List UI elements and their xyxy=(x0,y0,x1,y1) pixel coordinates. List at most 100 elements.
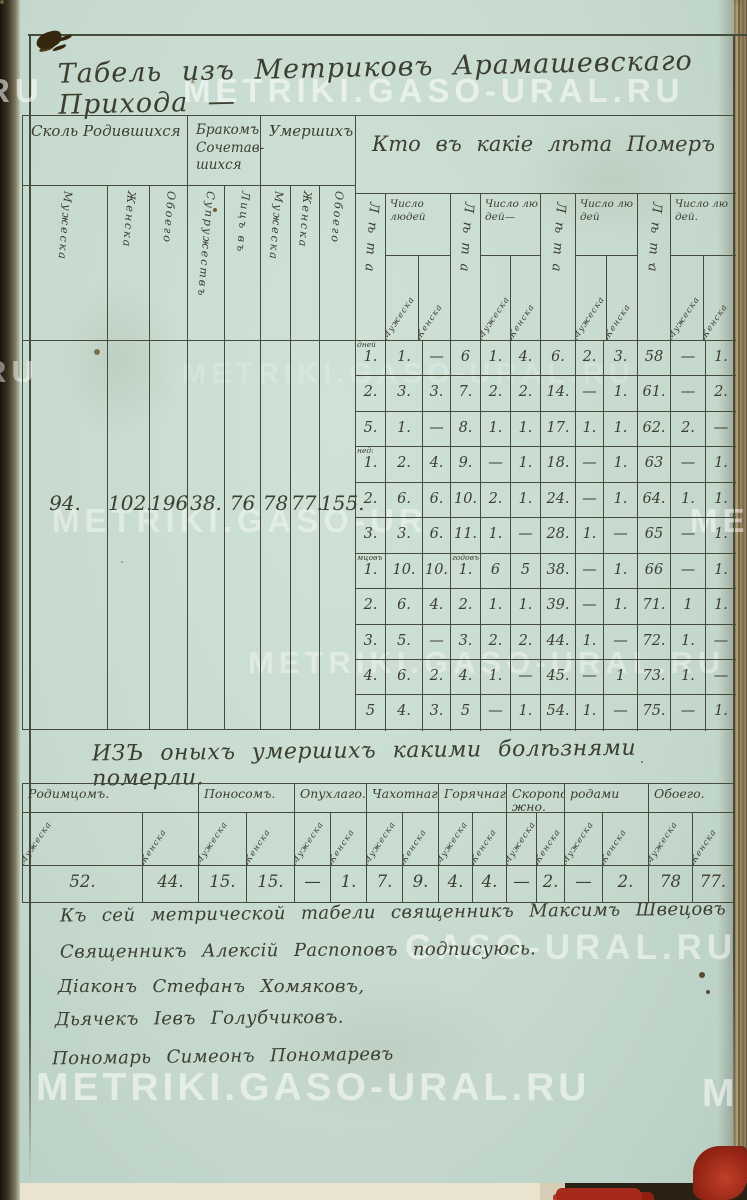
female-label-cell: Женска xyxy=(693,827,719,865)
signature-line: Священникъ Алексій Распоповъ подписуюсь. xyxy=(59,938,537,963)
age-cell: 73. xyxy=(638,659,671,695)
disease-header: Горячнаго. xyxy=(439,784,507,812)
female-count-cell: — xyxy=(511,518,541,553)
age-cell: 4. xyxy=(356,659,386,695)
female-count-cell: 1. xyxy=(714,703,728,720)
total-value: 94. xyxy=(23,341,108,729)
age-cell: 44. xyxy=(541,624,576,659)
male-count-cell: — xyxy=(576,659,604,695)
female-count-cell: 1. xyxy=(511,695,541,731)
female-count-cell: 1. xyxy=(604,589,638,624)
male-count-cell: 1. xyxy=(671,482,706,518)
disease-value: — xyxy=(507,866,537,902)
age-cell: 11. xyxy=(451,518,481,553)
age-cell: 64. xyxy=(638,482,671,518)
age-cell: 5. xyxy=(356,411,386,447)
disease-value: — xyxy=(295,866,331,902)
female-count-cell: — xyxy=(713,667,729,684)
female-count-cell: 4. xyxy=(511,341,541,376)
age-cell: 5 xyxy=(451,695,481,731)
male-count-cell: — xyxy=(671,341,706,376)
disease-values: 52. 44. 15. 15. — 1. 7. 9. 4. 4. — 2. — … xyxy=(23,866,734,902)
male-count-cell: — xyxy=(671,553,706,589)
total-value: 76 xyxy=(225,341,261,729)
disease-value: 78 xyxy=(649,866,693,902)
female-count-cell: 2. xyxy=(714,384,728,401)
male-count-cell: 1 xyxy=(671,589,706,624)
people-count-group: Число лю дей— Мужеска Женска xyxy=(481,194,541,340)
male-count-cell: 2. xyxy=(576,341,604,376)
female-count-cell: 1. xyxy=(714,597,728,614)
age-cell: 2. xyxy=(356,589,386,624)
female-count-cell: 1. xyxy=(511,447,541,482)
statistics-table: Сколь Родившихся Бракомъ Сочетав- шихся … xyxy=(22,115,736,731)
disease-value: 15. xyxy=(247,866,295,902)
total-value: 38. xyxy=(188,341,225,729)
age-cell: 6. xyxy=(541,341,576,376)
male-count-cell: 1. xyxy=(481,518,511,553)
female-count-cell: 3. xyxy=(604,341,638,376)
age-cell: 7. xyxy=(451,376,481,411)
age-table-row: 2. 6. 4. 2. 1. 1. 39. — 1. 71. 1 1. xyxy=(356,589,736,625)
female-count-cell: 4. xyxy=(423,447,451,482)
frame-line-top xyxy=(28,34,747,36)
female-count-cell: — xyxy=(604,695,638,731)
male-label-cell: Мужеска xyxy=(295,813,331,865)
male-count-cell: 6. xyxy=(386,482,423,518)
male-count-cell: 1. xyxy=(481,659,511,695)
people-count-group: Число людей Мужеска Женска xyxy=(386,194,451,340)
male-count-cell: — xyxy=(671,376,706,411)
disease-value: 9. xyxy=(403,866,439,902)
male-count-cell: — xyxy=(481,447,511,482)
male-count-cell: 2. xyxy=(386,447,423,482)
female-count-cell: 3. xyxy=(423,376,451,411)
disease-header: Опухлаго. xyxy=(295,784,367,812)
age-cell: 71. xyxy=(638,589,671,624)
female-count-cell: 5 xyxy=(511,553,541,589)
male-count-cell: — xyxy=(576,553,604,589)
female-count-cell: 2. xyxy=(511,624,541,659)
disease-header: Поносомъ. xyxy=(199,784,295,812)
signature-line: Діаконъ Стефанъ Хомяковъ, xyxy=(58,976,365,997)
male-count-cell: 1. xyxy=(671,624,706,659)
disease-value: 15. xyxy=(199,866,247,902)
disease-value: 7. xyxy=(367,866,403,902)
age-cell: 3. xyxy=(356,518,386,553)
male-count-cell: — xyxy=(576,589,604,624)
age-cell: нед: 1. xyxy=(356,446,386,482)
male-count-cell: — xyxy=(576,376,604,411)
totals-column-labels: Мужеска Женска Обоего Супружествъ Лицъ в… xyxy=(23,186,355,341)
age-label-cell: Лѣта xyxy=(451,194,481,340)
age-cell: 63 xyxy=(638,447,671,482)
total-value: 196 xyxy=(150,341,188,729)
births-header: Сколь Родившихся xyxy=(23,116,188,185)
age-cell: 45. xyxy=(541,659,576,695)
total-value: 155. xyxy=(320,491,365,515)
total-value: 78 xyxy=(261,341,291,729)
male-count-cell: 3. xyxy=(386,376,423,411)
age-label-cell: Лѣта xyxy=(638,194,671,340)
female-count-cell: — xyxy=(713,632,729,649)
deaths-by-age-section: Кто въ какіе лѣта Померъ Лѣта Число люде… xyxy=(356,116,736,731)
age-cell: 8. xyxy=(451,411,481,447)
age-table-row: 4. 6. 2. 4. 1. — 45. — 1 73. 1. — xyxy=(356,659,736,696)
age-cell: 4. xyxy=(451,659,481,695)
disease-headers: Родимцомъ. Поносомъ. Опухлаго. Чахотнаго… xyxy=(23,784,734,813)
disease-value: 1. xyxy=(331,866,367,902)
disease-header: Скоропости жно. xyxy=(507,784,565,812)
age-table-row: 2. 3. 3. 7. 2. 2. 14. — 1. 61. — 2. xyxy=(356,376,736,412)
age-cell: 61. xyxy=(638,376,671,411)
age-cell: 24. xyxy=(541,482,576,518)
female-count-cell: 1. xyxy=(604,411,638,447)
age-cell: 3. xyxy=(356,624,386,659)
male-count-cell: 1. xyxy=(386,341,423,376)
age-cell: 10. xyxy=(451,482,481,518)
marriages-header: Бракомъ Сочетав- шихся xyxy=(188,116,264,185)
female-count-cell: — xyxy=(423,411,451,447)
age-cell: 58 xyxy=(638,341,671,376)
male-label-cell: Мужеска xyxy=(507,813,537,865)
age-cell: дней 1. xyxy=(356,340,386,376)
disease-value: 2. xyxy=(537,866,565,902)
female-label-cell: Женска xyxy=(537,813,565,865)
